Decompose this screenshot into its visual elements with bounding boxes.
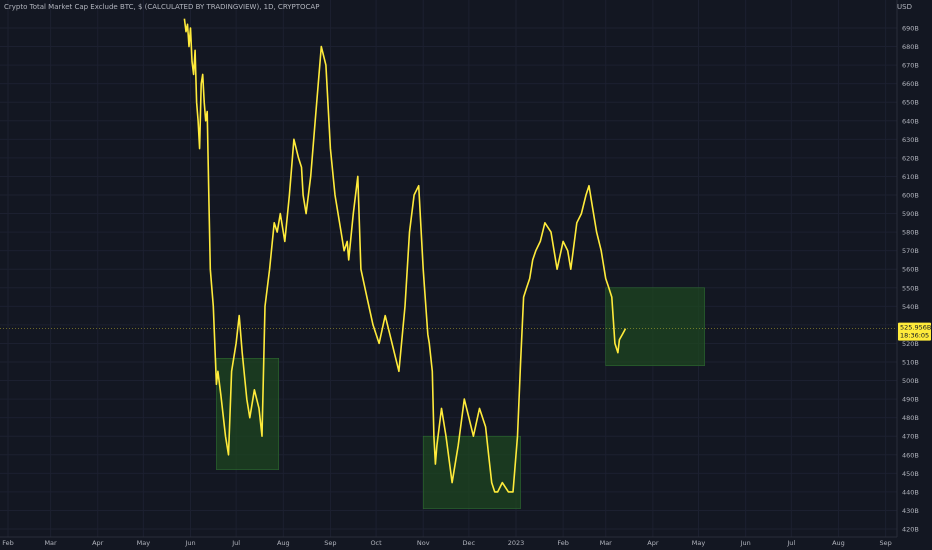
- price-tick-label: 660B: [902, 80, 919, 88]
- time-tick-label: Jun: [740, 539, 751, 547]
- price-tick-label: 480B: [902, 414, 919, 422]
- time-tick-label: Sep: [879, 539, 891, 547]
- time-tick-label: May: [692, 539, 706, 547]
- price-tick-label: 690B: [902, 25, 919, 33]
- price-tick-label: 430B: [902, 507, 919, 515]
- support-zones: [216, 287, 705, 509]
- time-tick-label: Apr: [647, 539, 659, 547]
- price-tick-label: 620B: [902, 154, 919, 162]
- time-tick-label: Nov: [417, 539, 430, 547]
- time-tick-label: Aug: [277, 539, 290, 547]
- time-tick-label: Oct: [370, 539, 382, 547]
- price-tick-label: 610B: [902, 173, 919, 181]
- time-tick-label: Feb: [2, 539, 14, 547]
- price-tick-label: 680B: [902, 43, 919, 51]
- price-line: [183, 18, 627, 493]
- time-tick-label: 2023: [508, 539, 525, 547]
- time-axis: Feb Mar Apr May Jun Jul Aug Sep Oct Nov Dec 2023 Feb…: [0, 536, 897, 547]
- price-tick-label: 590B: [902, 210, 919, 218]
- last-price-value: 525.956B: [900, 324, 931, 332]
- price-tick-label: 670B: [902, 62, 919, 70]
- price-tick-label: 490B: [902, 396, 919, 404]
- time-tick-label: Sep: [324, 539, 336, 547]
- price-tick-label: 500B: [902, 377, 919, 385]
- price-tick-label: 580B: [902, 229, 919, 237]
- currency-label: USD: [897, 3, 912, 11]
- support-zone: [216, 357, 280, 470]
- price-tick-label: 650B: [902, 99, 919, 107]
- price-tick-label: 560B: [902, 266, 919, 274]
- price-series: [183, 18, 627, 493]
- time-tick-label: Jul: [786, 539, 795, 547]
- time-tick-label: Jul: [231, 539, 240, 547]
- time-tick-label: May: [137, 539, 151, 547]
- price-tick-label: 460B: [902, 451, 919, 459]
- bar-countdown: 18:36:05: [900, 332, 929, 340]
- price-tick-label: 440B: [902, 488, 919, 496]
- price-tick-label: 470B: [902, 433, 919, 441]
- time-tick-label: Aug: [832, 539, 845, 547]
- price-tick-label: 600B: [902, 192, 919, 200]
- price-tick-label: 630B: [902, 136, 919, 144]
- support-zone: [422, 435, 521, 509]
- time-tick-label: Dec: [463, 539, 476, 547]
- time-tick-label: Feb: [557, 539, 569, 547]
- price-tick-label: 510B: [902, 359, 919, 367]
- time-tick-label: Apr: [92, 539, 104, 547]
- last-price-badge: [898, 322, 931, 341]
- time-tick-label: Mar: [44, 539, 57, 547]
- chart-title: Crypto Total Market Cap Exclude BTC, $ (…: [4, 3, 320, 11]
- price-tick-label: 520B: [902, 340, 919, 348]
- price-tick-label: 450B: [902, 470, 919, 478]
- time-tick-label: Jun: [184, 539, 195, 547]
- price-axis: 420B 430B 440B 450B 460B 470B 480B 490B 500B 510B…: [896, 0, 919, 537]
- price-tick-label: 550B: [902, 284, 919, 292]
- price-tick-label: 540B: [902, 303, 919, 311]
- price-tick-label: 420B: [902, 526, 919, 534]
- price-tick-label: 640B: [902, 117, 919, 125]
- price-tick-label: 570B: [902, 247, 919, 255]
- support-zone: [605, 287, 705, 367]
- time-tick-label: Mar: [600, 539, 613, 547]
